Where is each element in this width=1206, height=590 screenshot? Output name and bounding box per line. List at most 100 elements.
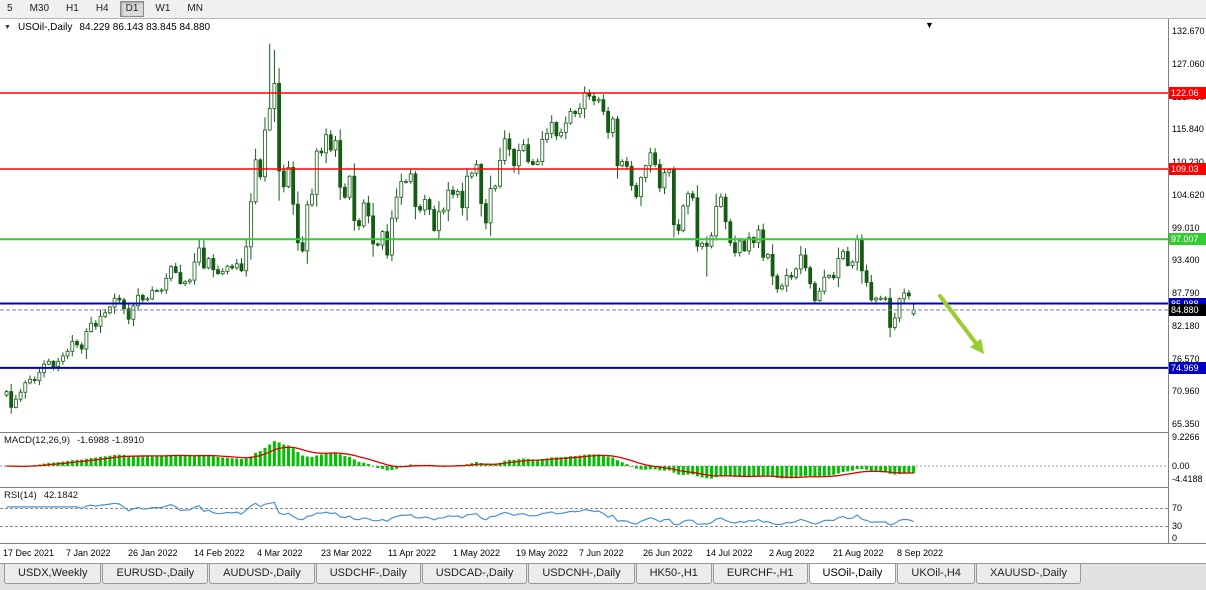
tab-hk50-h1[interactable]: HK50-,H1 [635, 564, 712, 584]
price-badge-97.007: 97.007 [1169, 233, 1206, 246]
tab-eurchf-h1[interactable]: EURCHF-,H1 [712, 564, 808, 584]
macd-bar [390, 466, 394, 471]
candle-body [794, 268, 798, 278]
candle-body [75, 341, 79, 346]
candle-body [700, 242, 704, 247]
candle-body [239, 263, 244, 272]
candle-body [206, 258, 211, 269]
macd-bar [639, 466, 643, 470]
time-axis-label: 8 Sep 2022 [897, 548, 944, 558]
candle-body [695, 197, 700, 247]
macd-bar [282, 444, 286, 466]
candle-body [338, 140, 343, 188]
tf-button-H1[interactable]: H1 [66, 3, 79, 14]
candle-body [173, 266, 178, 273]
macd-bar [268, 444, 272, 466]
candle-body [845, 251, 850, 266]
macd-bar [522, 458, 525, 466]
candle-body [888, 297, 892, 328]
chart-area[interactable]: ▼ USOil-,Daily 84.229 86.143 83.845 84.8… [0, 19, 1206, 563]
macd-bar [183, 455, 187, 466]
candle-body [418, 206, 423, 211]
macd-bar [888, 466, 892, 474]
candle-body [531, 161, 535, 165]
macd-bar [578, 455, 582, 466]
candle-body [911, 309, 916, 315]
candle-body [441, 209, 446, 213]
rsi-indicator-label: RSI(14) 42.1842 [4, 490, 78, 501]
rsi-name: RSI(14) [4, 490, 37, 501]
macd-bar [169, 454, 173, 466]
candle-body [178, 272, 183, 285]
macd-bar [747, 466, 751, 477]
tab-ukoil-h4[interactable]: UKOil-,H4 [897, 564, 975, 584]
candle-body [803, 254, 808, 269]
arrow-head [969, 338, 984, 354]
tab-usdcad-daily[interactable]: USDCAD-,Daily [421, 564, 528, 584]
candle-body [314, 150, 319, 195]
symbol-dropdown-icon[interactable]: ▼ [4, 24, 11, 31]
price-axis-label: 93.400 [1172, 255, 1200, 266]
tf-button-H4[interactable]: H4 [95, 3, 109, 14]
time-axis-label: 23 Mar 2022 [321, 548, 372, 558]
macd-bar [287, 445, 290, 466]
time-axis[interactable]: 17 Dec 2021 7 Jan 2022 26 Jan 2022 14 Feb 2… [0, 543, 1206, 563]
macd-bar [366, 464, 370, 466]
macd-bar [686, 466, 690, 475]
tab-xauusd-daily[interactable]: XAUUSD-,Daily [975, 564, 1081, 584]
macd-bar [733, 466, 737, 477]
price-chart-canvas[interactable] [0, 19, 1168, 543]
tab-usdx-weekly[interactable]: USDX,Weekly [4, 564, 102, 584]
macd-bar [714, 466, 718, 478]
price-axis-label: 115.840 [1172, 124, 1204, 135]
macd-bar [329, 452, 333, 466]
tf-button-M30[interactable]: M30 [29, 3, 50, 14]
candle-body [394, 196, 399, 219]
macd-bar [705, 466, 709, 479]
drawn-arrow[interactable] [938, 294, 984, 354]
candle-body [770, 254, 775, 277]
macd-bar [804, 466, 807, 476]
tf-button-W1[interactable]: W1 [155, 3, 171, 14]
candle-body [361, 202, 366, 227]
tf-button-5[interactable]: 5 [7, 3, 13, 14]
candle-body [150, 290, 155, 300]
tf-button-MN[interactable]: MN [187, 3, 203, 14]
macd-bar [912, 466, 916, 474]
macd-bar [865, 466, 869, 470]
macd-bar [371, 466, 375, 467]
candle-body [84, 331, 89, 350]
candle-body [545, 133, 549, 140]
macd-bar [296, 452, 300, 466]
macd-bar [827, 466, 831, 476]
tab-usoil-daily[interactable]: USOil-,Daily [808, 564, 897, 584]
candle-body [625, 161, 629, 167]
candle-body [248, 201, 253, 248]
macd-bar [738, 466, 742, 477]
candle-body [780, 285, 784, 290]
tf-button-D1[interactable]: D1 [119, 1, 145, 17]
candle-body [197, 247, 202, 263]
macd-bar [644, 466, 648, 470]
macd-bar [493, 463, 497, 466]
price-badge-109.03: 109.03 [1169, 163, 1206, 175]
candle-body [305, 204, 310, 252]
candle-body [98, 315, 103, 327]
macd-bar [512, 459, 516, 466]
tab-audusd-daily[interactable]: AUDUSD-,Daily [209, 564, 315, 584]
macd-bar [141, 455, 145, 466]
candle-body [502, 138, 507, 161]
price-axis[interactable]: 132.670127.060121.450115.840110.230104.6… [1168, 19, 1206, 543]
tab-usdchf-daily[interactable]: USDCHF-,Daily [315, 564, 421, 584]
time-axis-label: 11 Apr 2022 [388, 548, 436, 558]
price-axis-label: 104.620 [1172, 189, 1205, 200]
candle-body [319, 150, 324, 154]
tab-eurusd-daily[interactable]: EURUSD-,Daily [102, 564, 209, 584]
candle-body [192, 261, 197, 281]
tab-usdcnh-daily[interactable]: USDCNH-,Daily [528, 564, 635, 584]
candle-body [756, 229, 761, 244]
macd-bar [531, 459, 535, 466]
chart-shift-marker-icon[interactable]: ▼ [925, 20, 934, 30]
candle-body [897, 298, 902, 319]
candle-body [883, 297, 888, 300]
